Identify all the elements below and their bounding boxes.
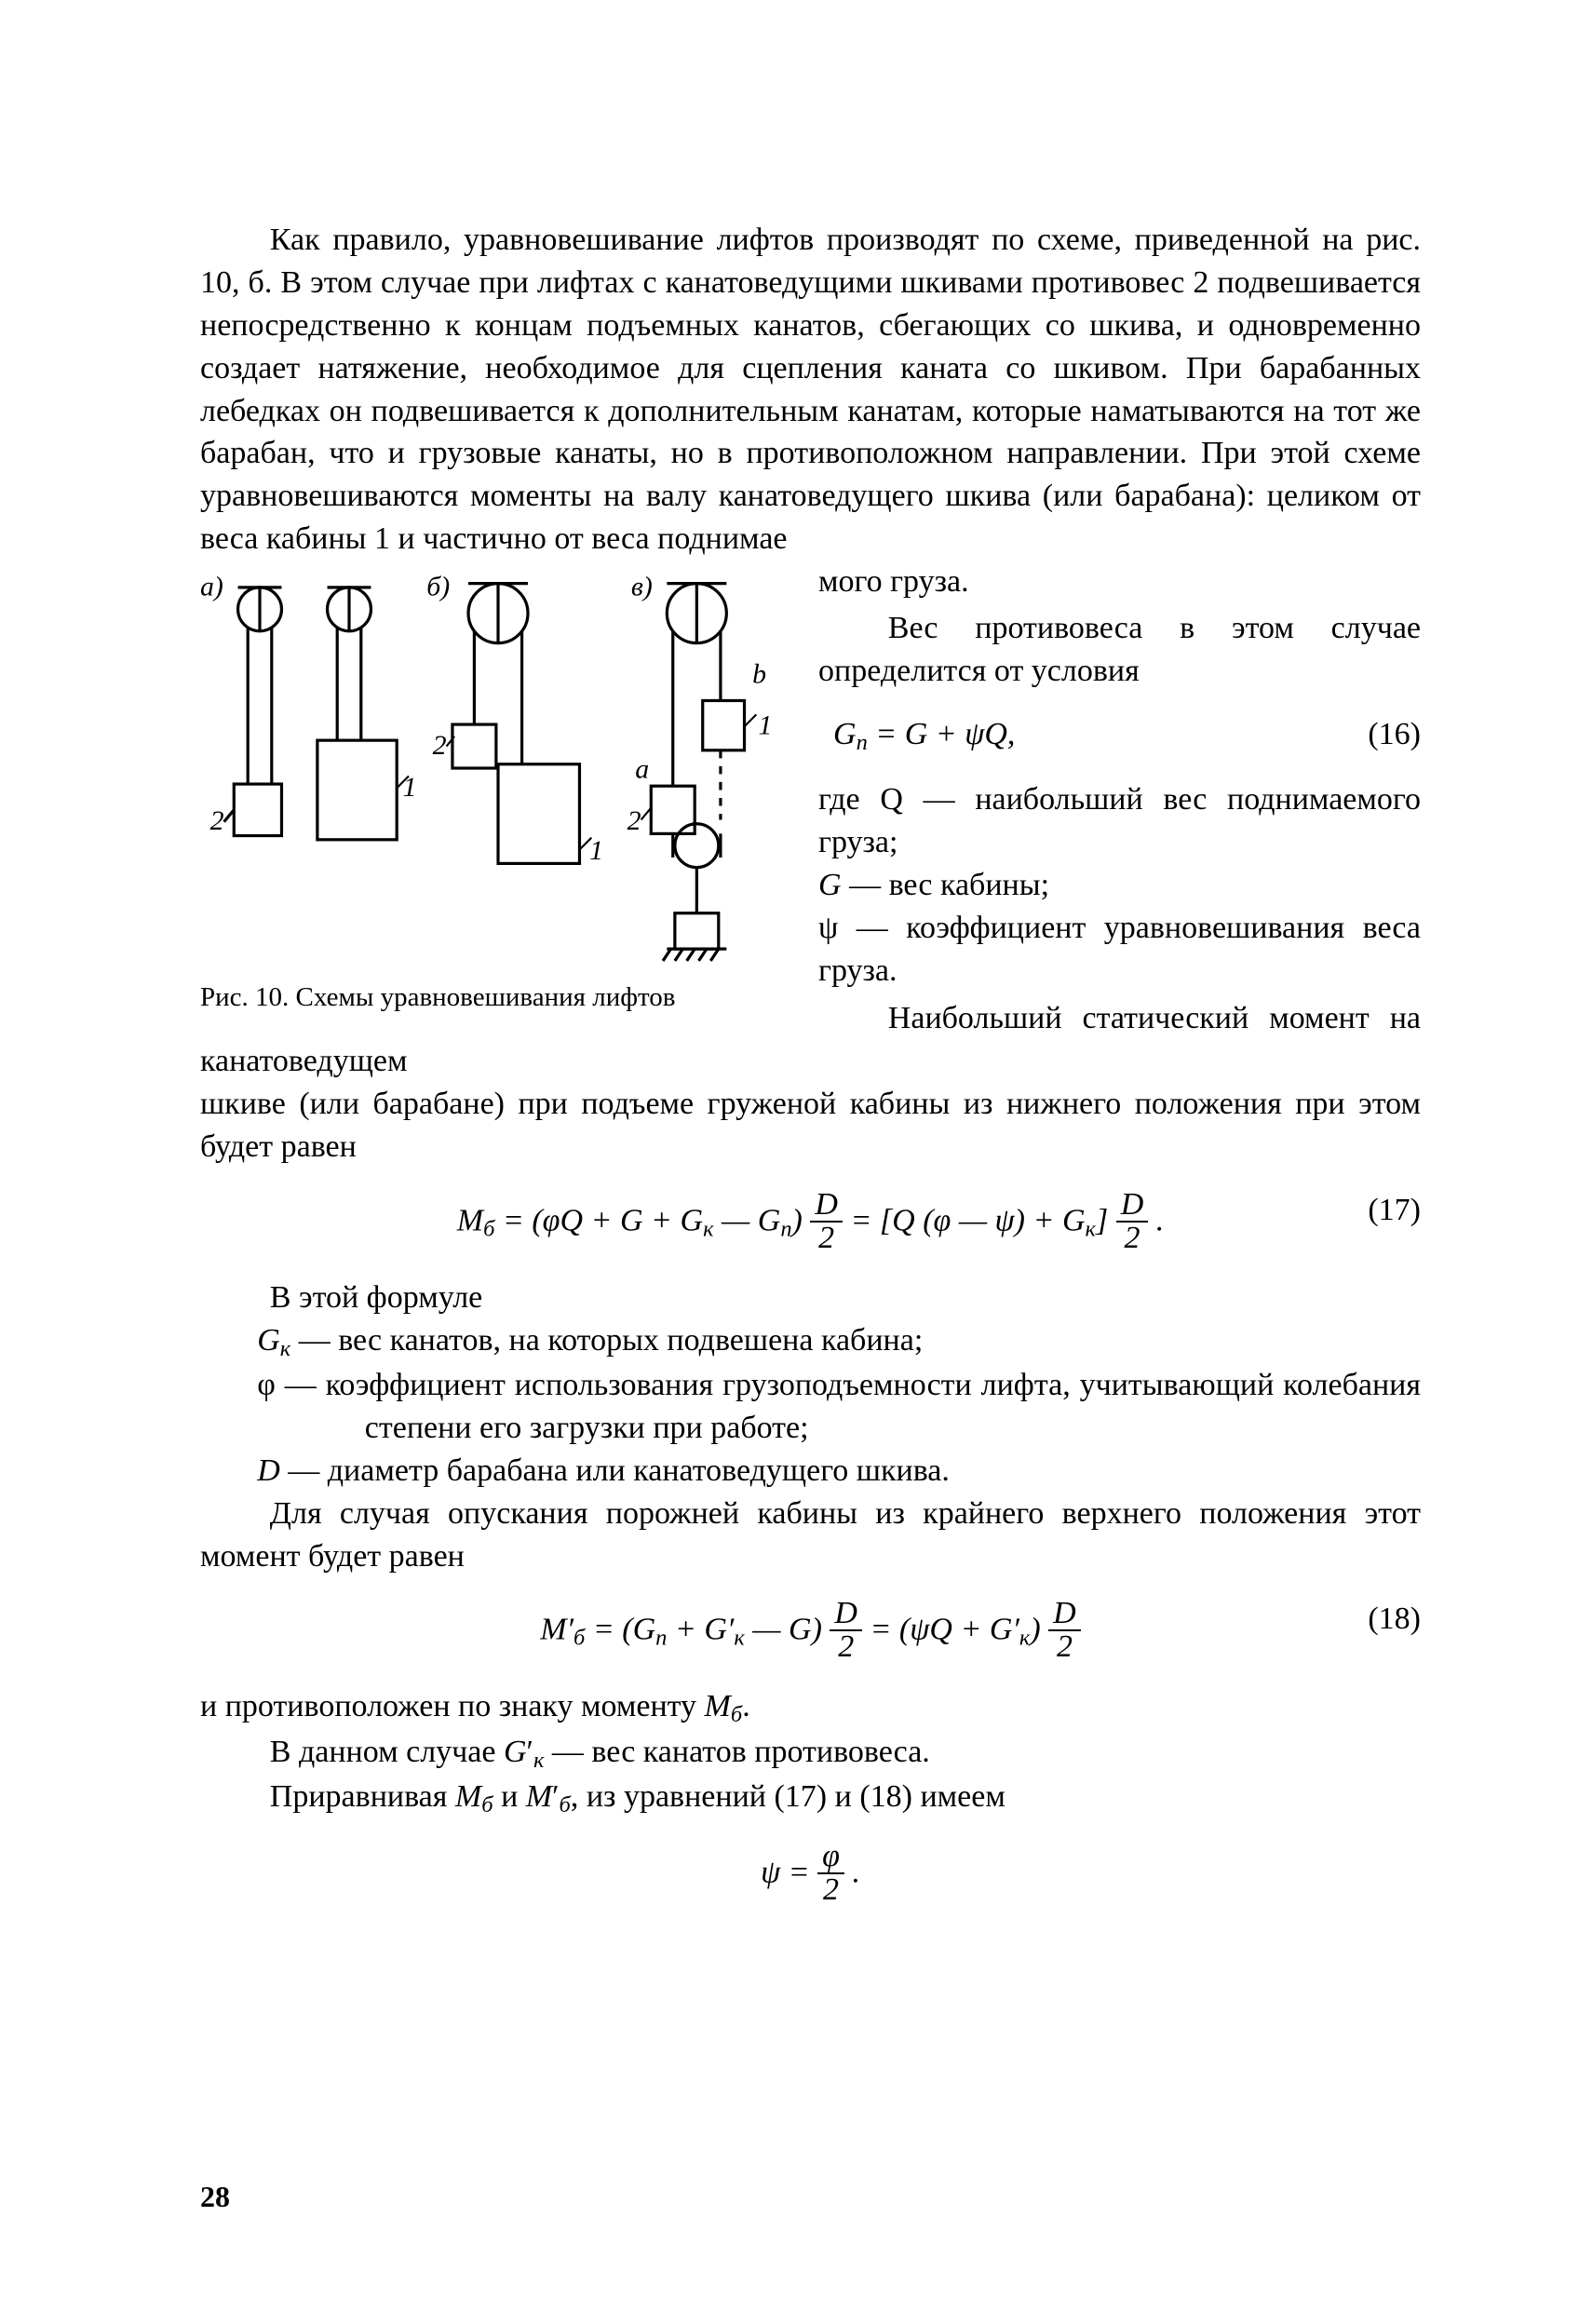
paragraph-5: Для случая опускания порожней кабины из … bbox=[200, 1493, 1421, 1578]
equation-17: Mб = (φQ + G + Gк — Gп) D2 = [Q (φ — ψ) … bbox=[200, 1189, 1421, 1254]
label-1b: 1 bbox=[589, 835, 603, 866]
equation-18: M′б = (Gп + G′к — G) D2 = (ψQ + G′к) D2 … bbox=[200, 1598, 1421, 1663]
paragraph-4: В этой формуле bbox=[200, 1277, 1421, 1319]
eq17-num: (17) bbox=[1368, 1189, 1421, 1232]
paragraph-3b: шкиве (или барабане) при подъеме гружено… bbox=[200, 1083, 1421, 1169]
eq16-num: (16) bbox=[1368, 713, 1421, 756]
eq18-num: (18) bbox=[1368, 1598, 1421, 1641]
figure-10: а) 2 1 б) 2 bbox=[200, 568, 796, 1016]
def-D: D — диаметр барабана или канатоведущего … bbox=[257, 1450, 1421, 1493]
label-2v: 2 bbox=[628, 805, 641, 836]
figure-caption: Рис. 10. Схемы уравновешивания лифтов bbox=[200, 980, 796, 1016]
label-bv: b bbox=[752, 658, 766, 689]
figure-svg: а) 2 1 б) 2 bbox=[200, 568, 796, 968]
paragraph-8: Приравнивая Mб и M′б, из уравнений (17) … bbox=[200, 1776, 1421, 1820]
def-Gk: Gк — вес канатов, на которых подвешена к… bbox=[257, 1319, 1421, 1364]
text: Как правило, уравновешивание лифтов прои… bbox=[200, 223, 1421, 556]
panel-label-v: в) bbox=[631, 572, 653, 602]
paragraph-7: В данном случае G′к — вес канатов против… bbox=[200, 1731, 1421, 1776]
page-number: 28 bbox=[200, 2177, 230, 2217]
def-phi: φ — коэффициент использования грузоподъе… bbox=[257, 1364, 1421, 1450]
label-1a: 1 bbox=[403, 772, 417, 803]
equation-16: Gп = G + ψQ, (16) bbox=[200, 713, 1421, 758]
paragraph-1: Как правило, уравновешивание лифтов прои… bbox=[200, 219, 1421, 561]
paragraph-6: и противоположен по знаку моменту Mб. bbox=[200, 1685, 1421, 1730]
page: Как правило, уравновешивание лифтов прои… bbox=[0, 0, 1579, 2324]
panel-label-b: б) bbox=[426, 572, 450, 602]
equation-psi: ψ = φ2 . bbox=[200, 1841, 1421, 1906]
label-av: a bbox=[635, 754, 649, 785]
label-2a: 2 bbox=[210, 805, 224, 836]
eq16-rhs: = G + ψQ, bbox=[875, 717, 1015, 751]
panel-label-a: а) bbox=[200, 572, 223, 602]
